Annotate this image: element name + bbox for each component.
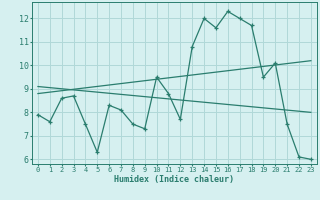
X-axis label: Humidex (Indice chaleur): Humidex (Indice chaleur) — [115, 175, 234, 184]
